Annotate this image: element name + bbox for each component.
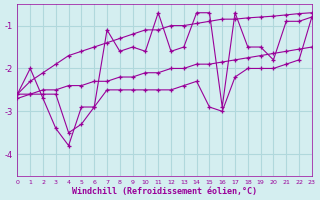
X-axis label: Windchill (Refroidissement éolien,°C): Windchill (Refroidissement éolien,°C) xyxy=(72,187,257,196)
